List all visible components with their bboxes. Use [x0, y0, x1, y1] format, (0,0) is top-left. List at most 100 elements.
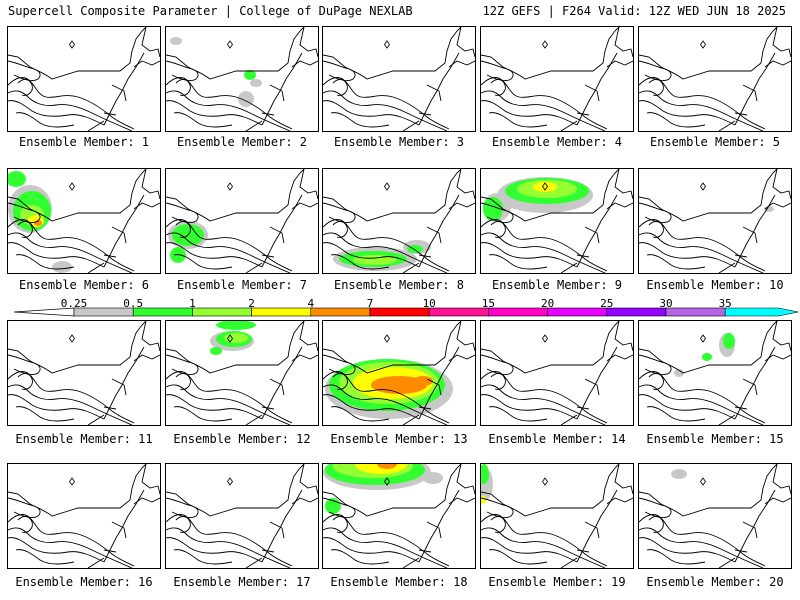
scp-shading-area: [533, 182, 557, 192]
map-outline: [576, 169, 633, 268]
map-outline: [488, 406, 548, 422]
map-outline: [584, 521, 600, 539]
map-outline: [560, 262, 578, 273]
ensemble-member-caption: Ensemble Member: 4: [491, 135, 623, 149]
map-outline: [426, 226, 442, 244]
ensemble-member-caption: Ensemble Member: 19: [488, 575, 626, 589]
map-outline: [426, 84, 442, 102]
legend-tick-label: 10: [422, 297, 436, 310]
station-diamond-icon: [69, 182, 75, 191]
basemap: [166, 321, 318, 425]
station-diamond-icon: [69, 40, 75, 49]
map-outline: [426, 378, 442, 396]
map-outline: [606, 60, 633, 68]
map-outline: [648, 78, 664, 96]
map-outline: [87, 120, 105, 131]
map-outline: [576, 406, 590, 410]
map-outline: [448, 202, 475, 210]
map-outline: [261, 254, 275, 258]
map-outline: [15, 254, 75, 270]
ensemble-member-map: [7, 463, 161, 569]
map-outline: [426, 521, 442, 539]
map-outline: [639, 27, 778, 80]
ensemble-member-map: [322, 320, 476, 426]
map-outline: [332, 515, 348, 533]
map-outline: [8, 394, 105, 420]
map-outline: [490, 220, 506, 238]
map-outline: [8, 384, 133, 425]
map-outline: [639, 537, 736, 563]
map-outline: [87, 414, 105, 425]
basemap: [166, 464, 318, 568]
map-outline: [166, 527, 291, 568]
map-outline: [488, 112, 548, 128]
map-outline: [742, 378, 758, 396]
ensemble-member-map: [480, 168, 634, 274]
station-diamond-icon: [700, 40, 706, 49]
scp-shading-area: [353, 255, 397, 265]
station-diamond-icon: [700, 477, 706, 486]
map-outline: [291, 497, 318, 505]
map-outline: [734, 169, 791, 268]
map-outline: [261, 112, 275, 116]
legend-color-swatch: [310, 307, 371, 317]
ensemble-member-map: [165, 26, 319, 132]
ensemble-member-caption: Ensemble Member: 13: [330, 432, 468, 446]
ensemble-member-map: [322, 26, 476, 132]
ensemble-member-caption: Ensemble Member: 11: [15, 432, 153, 446]
map-outline: [8, 90, 133, 131]
map-outline: [764, 60, 791, 68]
ensemble-member-map: [480, 26, 634, 132]
basemap: [639, 27, 791, 131]
map-outline: [639, 464, 778, 517]
map-title: Supercell Composite Parameter | College …: [8, 4, 413, 18]
map-outline: [481, 100, 578, 126]
legend-color-swatch: [547, 307, 608, 317]
map-outline: [560, 120, 578, 131]
map-outline: [291, 354, 318, 362]
ensemble-member-map: [480, 463, 634, 569]
map-outline: [166, 384, 291, 425]
map-outline: [402, 120, 420, 131]
map-outline: [323, 384, 448, 425]
map-outline: [718, 414, 736, 425]
ensemble-member-caption: Ensemble Member: 17: [173, 575, 311, 589]
map-outline: [718, 262, 736, 273]
map-outline: [15, 406, 75, 422]
station-diamond-icon: [542, 40, 548, 49]
basemap: [323, 27, 475, 131]
map-outline: [323, 232, 448, 273]
map-outline: [103, 27, 160, 126]
map-outline: [87, 557, 105, 568]
basemap: [323, 169, 475, 273]
scp-shading-area: [723, 333, 735, 349]
map-outline: [418, 464, 475, 563]
map-outline: [111, 378, 127, 396]
map-outline: [8, 321, 147, 374]
map-outline: [639, 90, 764, 131]
station-diamond-icon: [227, 40, 233, 49]
ensemble-member-caption: Ensemble Member: 6: [18, 278, 150, 292]
map-outline: [175, 78, 191, 96]
map-outline: [166, 242, 263, 268]
map-outline: [166, 90, 291, 131]
map-outline: [269, 521, 285, 539]
map-outline: [576, 112, 590, 116]
map-outline: [560, 557, 578, 568]
map-outline: [261, 27, 318, 126]
map-outline: [734, 464, 791, 563]
map-outline: [111, 521, 127, 539]
map-outline: [742, 521, 758, 539]
map-outline: [584, 378, 600, 396]
map-outline: [8, 27, 147, 80]
map-outline: [718, 120, 736, 131]
map-outline: [103, 549, 117, 553]
map-outline: [734, 321, 791, 420]
map-outline: [448, 60, 475, 68]
map-outline: [87, 262, 105, 273]
map-outline: [323, 242, 420, 268]
station-diamond-icon: [542, 182, 548, 191]
map-outline: [639, 242, 736, 268]
map-outline: [481, 394, 578, 420]
map-outline: [8, 242, 105, 268]
